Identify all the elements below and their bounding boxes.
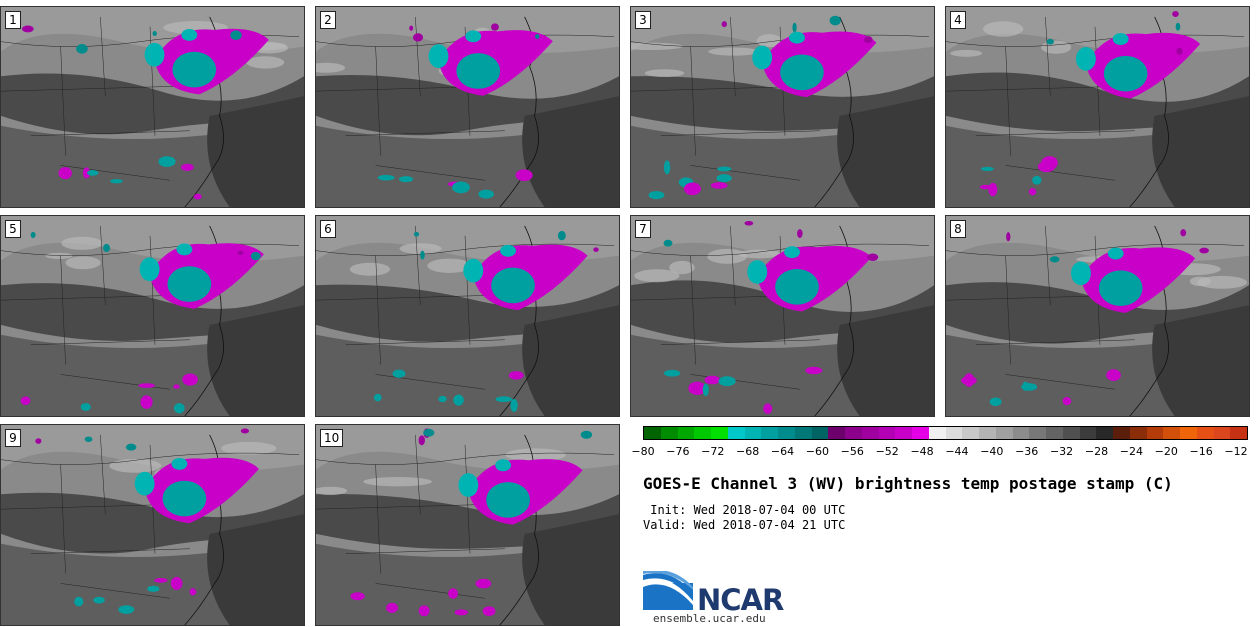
- map-panel-7: 7: [630, 215, 935, 417]
- map-panel-2: 2: [315, 6, 620, 208]
- colorbar-labels: −80 −76 −72 −68 −64 −60 −56 −52 −48 −44 −40 −36 −32−…: [631, 445, 1248, 459]
- map-panel-5: 5: [0, 215, 305, 417]
- figure-title: GOES-E Channel 3 (WV) brightness temp po…: [643, 474, 1173, 493]
- panel-number-label: 8: [950, 220, 966, 238]
- colorbar-cell: [644, 427, 661, 439]
- colorbar-tick-label: −80: [631, 445, 655, 458]
- colorbar-tick-label: −28: [1084, 445, 1109, 458]
- map-panel-9: 9: [0, 424, 305, 626]
- colorbar-tick-label: −56: [840, 445, 864, 458]
- colorbar-tick-label: −20: [1154, 445, 1178, 458]
- colorbar-tick-label: −12: [1224, 445, 1248, 458]
- colorbar-cell: [928, 427, 946, 439]
- colorbar-cell: [711, 427, 728, 439]
- colorbar-cell: [744, 427, 762, 439]
- colorbar-cell: [761, 427, 778, 439]
- panel-number-label: 2: [320, 11, 336, 29]
- panel-number-label: 1: [5, 11, 21, 29]
- colorbar-cell: [828, 427, 845, 439]
- colorbar-tick-label: −64: [770, 445, 795, 458]
- colorbar-cell: [861, 427, 879, 439]
- colorbar-tick-label: −44: [945, 445, 969, 458]
- panel-number-label: 9: [5, 429, 21, 447]
- colorbar-cell: [1079, 427, 1097, 439]
- colorbar-cell: [912, 427, 929, 439]
- colorbar-cell: [878, 427, 896, 439]
- map-panel-4: 4: [945, 6, 1250, 208]
- panel-number-label: 7: [635, 220, 651, 238]
- panel-number-label: 4: [950, 11, 966, 29]
- colorbar-cell: [1129, 427, 1147, 439]
- colorbar-tick-label: −68: [736, 445, 760, 458]
- ncar-logo-icon: [643, 571, 693, 610]
- colorbar-cell: [1029, 427, 1046, 439]
- colorbar-cell: [945, 427, 963, 439]
- colorbar-cell: [1096, 427, 1113, 439]
- colorbar-cell: [1062, 427, 1080, 439]
- colorbar-tick-label: −48: [910, 445, 934, 458]
- map-panel-10: 10: [315, 424, 620, 626]
- colorbar-cell: [1180, 427, 1197, 439]
- colorbar: [643, 426, 1248, 440]
- map-panel-6: 6: [315, 215, 620, 417]
- colorbar-tick-label: −52: [875, 445, 899, 458]
- colorbar-cell: [811, 427, 829, 439]
- colorbar-cell: [995, 427, 1013, 439]
- colorbar-cell: [1230, 427, 1247, 439]
- colorbar-cell: [727, 427, 745, 439]
- colorbar-cell: [1146, 427, 1164, 439]
- colorbar-cell: [778, 427, 795, 439]
- valid-time: Valid: Wed 2018-07-04 21 UTC: [643, 518, 846, 532]
- colorbar-cell: [1196, 427, 1214, 439]
- colorbar-cell: [1213, 427, 1231, 439]
- colorbar-cell: [1046, 427, 1063, 439]
- colorbar-cell: [694, 427, 711, 439]
- panel-number-label: 10: [320, 429, 344, 447]
- colorbar-cell: [1113, 427, 1130, 439]
- colorbar-tick-label: −40: [980, 445, 1004, 458]
- ncar-logo-text: NCAR: [697, 583, 784, 617]
- map-panel-1: 1: [0, 6, 305, 208]
- colorbar-tick-label: −32: [1049, 445, 1074, 458]
- map-panel-8: 8: [945, 215, 1250, 417]
- colorbar-cell: [794, 427, 812, 439]
- colorbar-tick-label: −76: [666, 445, 690, 458]
- colorbar-cell: [962, 427, 979, 439]
- colorbar-cell: [660, 427, 678, 439]
- colorbar-cell: [1163, 427, 1180, 439]
- colorbar-tick-label: −60: [805, 445, 830, 458]
- colorbar-cell: [677, 427, 695, 439]
- colorbar-cell: [845, 427, 862, 439]
- panel-number-label: 6: [320, 220, 336, 238]
- colorbar-cell: [895, 427, 912, 439]
- colorbar-cell: [1012, 427, 1030, 439]
- colorbar-tick-label: −16: [1189, 445, 1213, 458]
- colorbar-cell: [979, 427, 996, 439]
- ncar-url: ensemble.ucar.edu: [653, 612, 766, 625]
- map-panel-3: 3: [630, 6, 935, 208]
- colorbar-tick-label: −36: [1015, 445, 1039, 458]
- init-time: Init: Wed 2018-07-04 00 UTC: [643, 503, 846, 517]
- panel-number-label: 3: [635, 11, 651, 29]
- colorbar-tick-label: −72: [701, 445, 725, 458]
- panel-number-label: 5: [5, 220, 21, 238]
- colorbar-tick-label: −24: [1119, 445, 1143, 458]
